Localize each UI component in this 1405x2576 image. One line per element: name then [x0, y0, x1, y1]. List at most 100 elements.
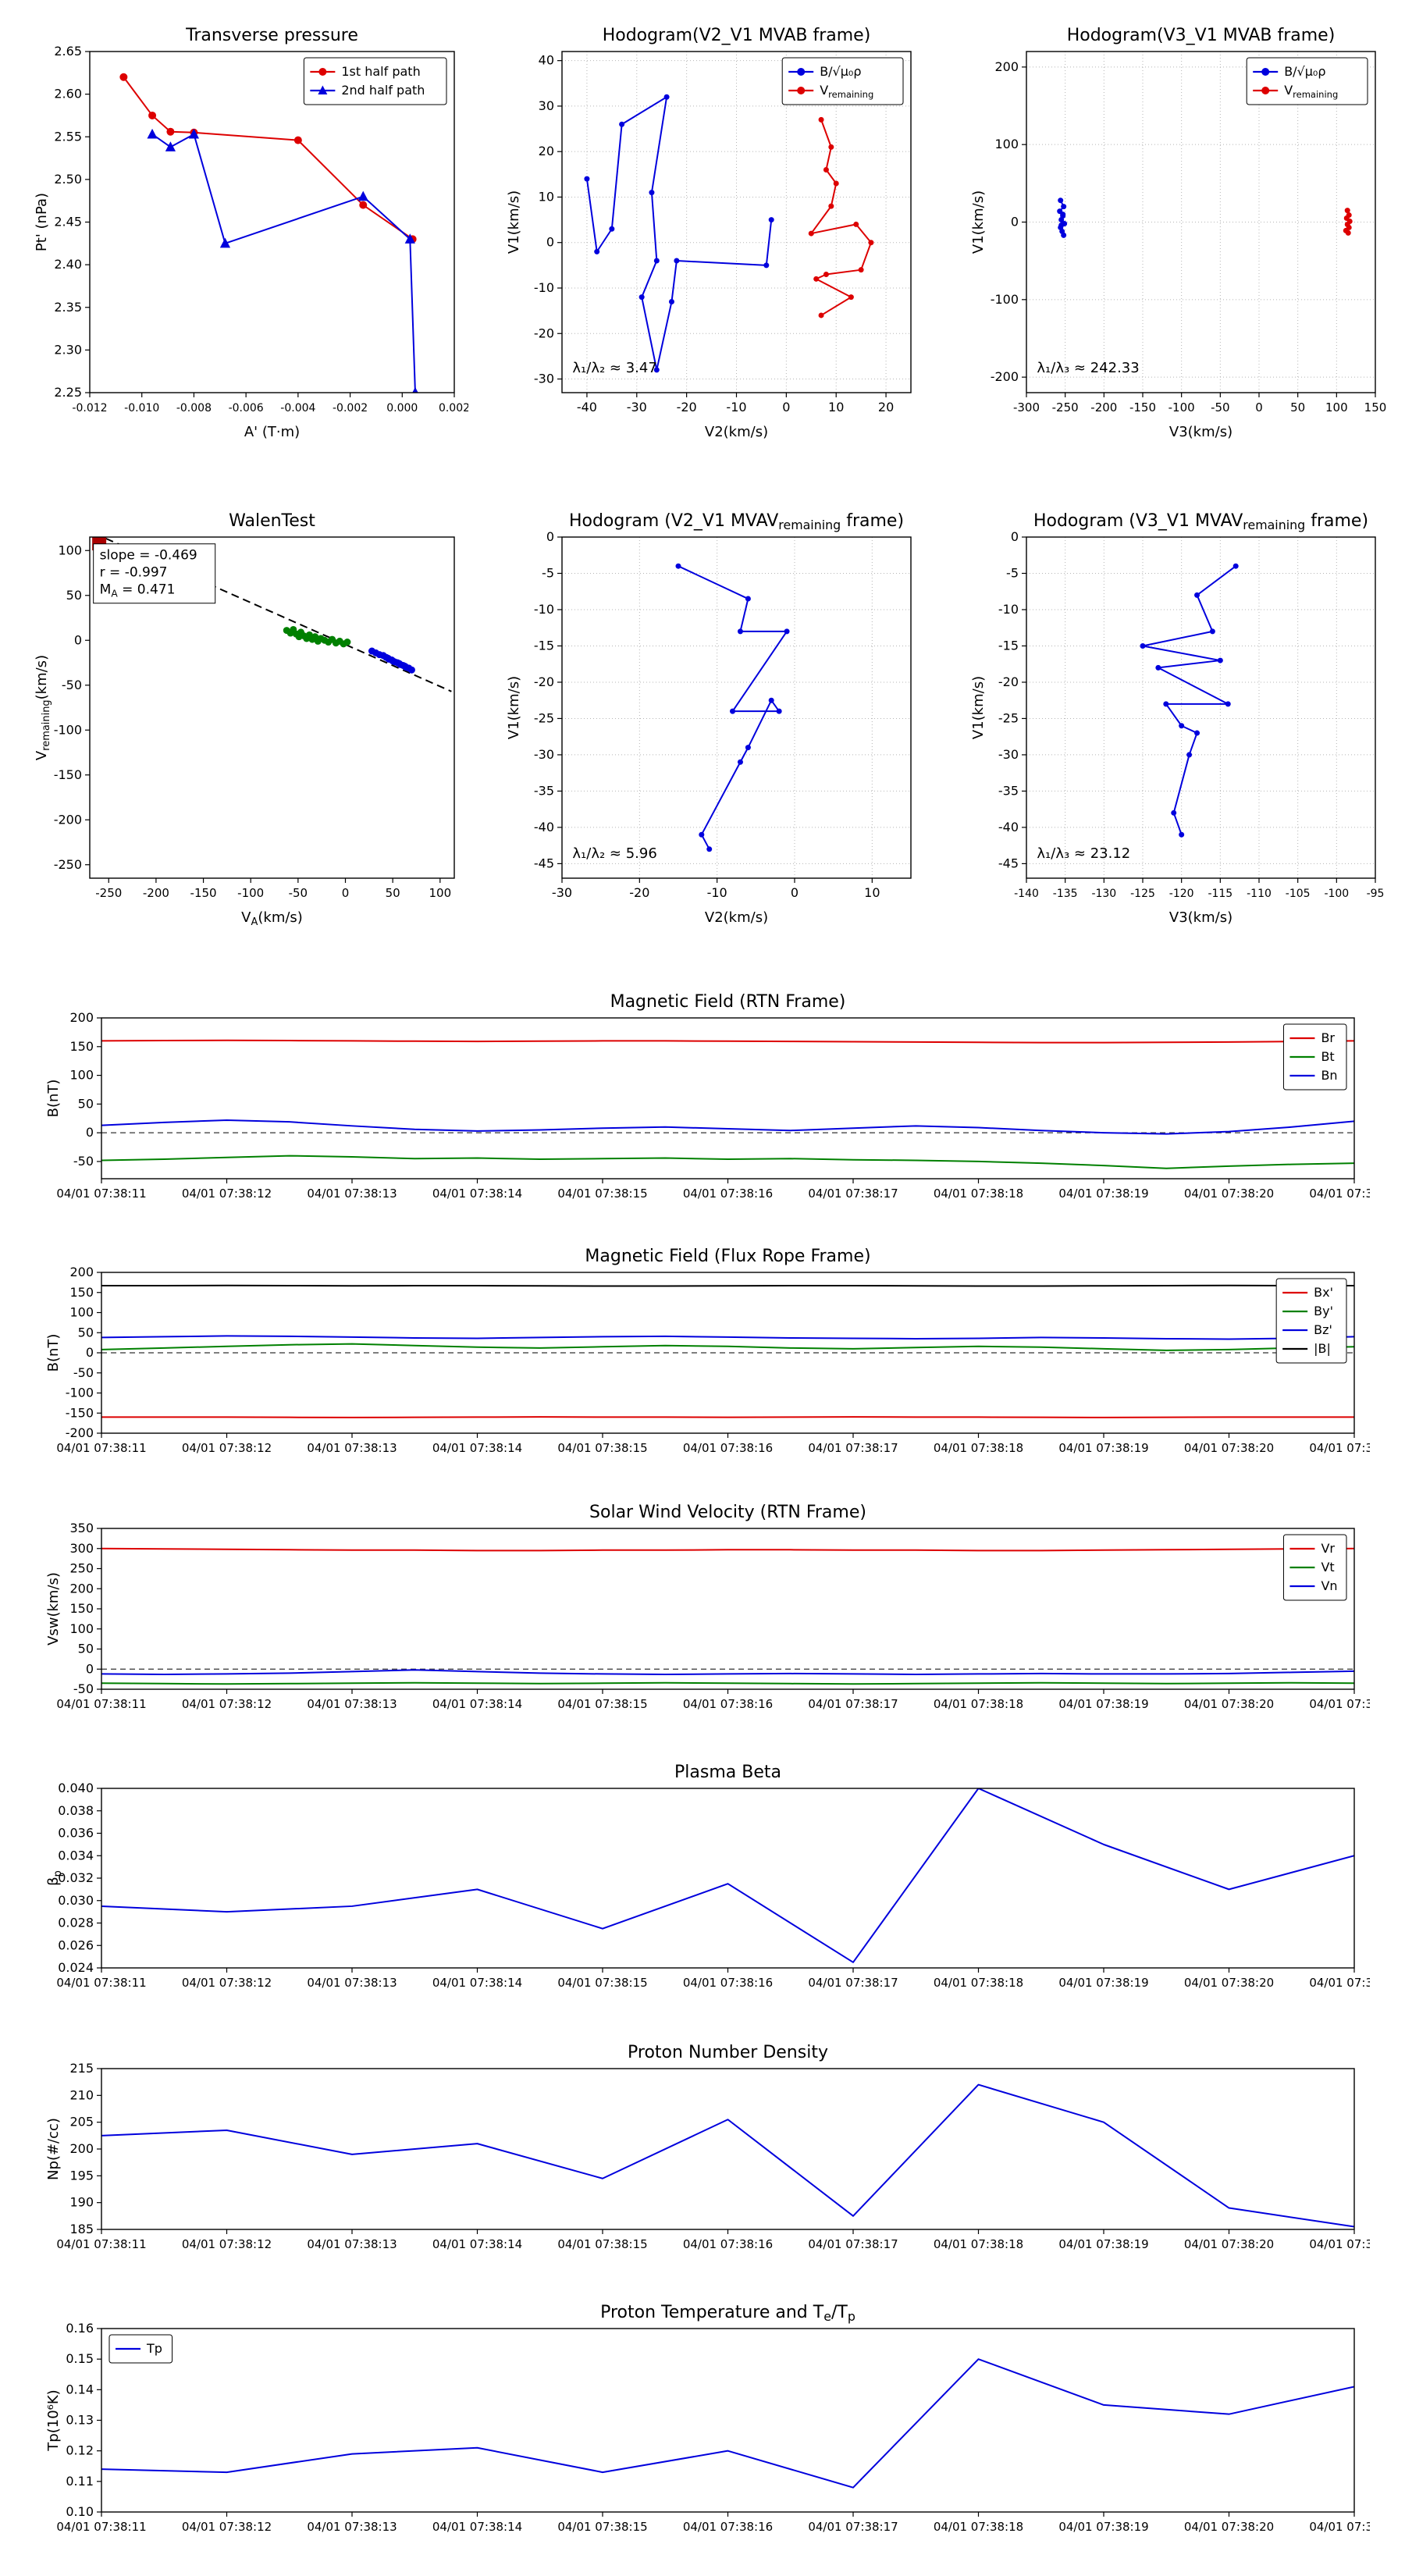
svg-text:-25: -25 — [998, 710, 1019, 725]
svg-text:-250: -250 — [1052, 400, 1079, 415]
svg-text:-250: -250 — [54, 857, 82, 872]
svg-text:210: 210 — [69, 2087, 94, 2102]
svg-text:-5: -5 — [542, 565, 554, 580]
svg-text:B/√μ₀ρ: B/√μ₀ρ — [820, 64, 861, 79]
svg-text:Np(#/cc): Np(#/cc) — [45, 2118, 62, 2180]
panel-hodogram-v2v1-mvab: -40 -30 -20 -10 0 10 20 -30 -20 -10 0 10 20 30 40 Hodog… — [492, 14, 925, 455]
svg-text:100: 100 — [69, 1621, 94, 1636]
svg-text:V1(km/s): V1(km/s) — [970, 190, 987, 254]
svg-text:λ₁/λ₂ ≈ 5.96: λ₁/λ₂ ≈ 5.96 — [572, 845, 656, 862]
svg-text:2.65: 2.65 — [54, 44, 82, 59]
svg-text:04/01 07:38:21: 04/01 07:38:21 — [1309, 1697, 1370, 1711]
svg-text:04/01 07:38:20: 04/01 07:38:20 — [1184, 1976, 1274, 1990]
panel-proton-temperature: 04/01 07:38:11 04/01 07:38:12 04/01 07:38:… — [35, 2293, 1400, 2555]
svg-text:2.60: 2.60 — [54, 87, 82, 101]
svg-text:04/01 07:38:16: 04/01 07:38:16 — [683, 1187, 773, 1201]
svg-text:λ₁/λ₃ ≈ 23.12: λ₁/λ₃ ≈ 23.12 — [1037, 845, 1130, 862]
svg-text:-30: -30 — [552, 885, 572, 900]
svg-text:-10: -10 — [726, 400, 746, 415]
svg-text:-30: -30 — [534, 747, 554, 762]
svg-text:0: 0 — [86, 1345, 94, 1360]
svg-text:Vr: Vr — [1321, 1541, 1335, 1556]
svg-text:04/01 07:38:20: 04/01 07:38:20 — [1184, 2237, 1274, 2251]
svg-text:Hodogram (V2_V1 MVAVremaining: Hodogram (V2_V1 MVAVremaining frame) — [569, 511, 904, 532]
svg-text:100: 100 — [69, 1305, 94, 1320]
svg-text:350: 350 — [69, 1521, 94, 1535]
svg-text:04/01 07:38:15: 04/01 07:38:15 — [557, 1187, 647, 1201]
svg-text:Vsw(km/s): Vsw(km/s) — [45, 1572, 62, 1646]
svg-text:-15: -15 — [998, 638, 1019, 653]
svg-text:-150: -150 — [66, 1405, 94, 1420]
svg-text:0: 0 — [1011, 529, 1019, 544]
svg-text:50: 50 — [78, 1325, 94, 1340]
svg-text:-95: -95 — [1367, 888, 1385, 900]
svg-text:150: 150 — [69, 1039, 94, 1054]
svg-text:0: 0 — [1011, 215, 1019, 229]
hodogram-v2v1-mvav-chart: -30 -20 -10 0 10 0 -5 -10 -15 -20 -25 -30 -35 -40 -45 H… — [506, 511, 912, 926]
svg-text:-30: -30 — [998, 747, 1019, 762]
svg-text:185: 185 — [69, 2222, 94, 2236]
svg-text:04/01 07:38:12: 04/01 07:38:12 — [182, 1187, 272, 1201]
svg-text:04/01 07:38:20: 04/01 07:38:20 — [1184, 1187, 1274, 1201]
svg-text:04/01 07:38:11: 04/01 07:38:11 — [56, 1441, 146, 1455]
svg-text:-25: -25 — [534, 710, 554, 725]
svg-text:0: 0 — [342, 886, 350, 900]
svg-text:-50: -50 — [1211, 400, 1230, 415]
svg-text:1st half path: 1st half path — [341, 64, 420, 79]
svg-text:0: 0 — [782, 400, 790, 415]
svg-text:-0.010: -0.010 — [124, 402, 159, 415]
svg-text:-150: -150 — [54, 767, 82, 782]
svg-text:0: 0 — [546, 529, 554, 544]
svg-text:04/01 07:38:16: 04/01 07:38:16 — [683, 2237, 773, 2251]
svg-text:04/01 07:38:14: 04/01 07:38:14 — [432, 1697, 522, 1711]
proton-density-chart: 04/01 07:38:11 04/01 07:38:12 04/01 07:38:… — [45, 2043, 1400, 2251]
svg-text:-100: -100 — [1324, 888, 1349, 900]
svg-text:A' (T·m): A' (T·m) — [244, 424, 300, 440]
svg-text:-50: -50 — [73, 1681, 94, 1696]
svg-text:04/01 07:38:18: 04/01 07:38:18 — [934, 1976, 1023, 1990]
svg-text:-100: -100 — [66, 1386, 94, 1400]
svg-text:04/01 07:38:17: 04/01 07:38:17 — [808, 1697, 898, 1711]
svg-text:50: 50 — [1290, 400, 1305, 415]
svg-text:-20: -20 — [998, 674, 1019, 689]
svg-text:0.032: 0.032 — [58, 1870, 94, 1885]
svg-text:100: 100 — [1325, 400, 1348, 415]
svg-text:20: 20 — [878, 400, 894, 415]
svg-text:100: 100 — [58, 543, 82, 557]
svg-text:20: 20 — [539, 144, 554, 158]
panel-vsw-rtn: 04/01 07:38:11 04/01 07:38:12 04/01 07:38:… — [35, 1496, 1400, 1730]
svg-text:0.026: 0.026 — [58, 1937, 94, 1952]
svg-text:04/01 07:38:21: 04/01 07:38:21 — [1309, 2520, 1370, 2534]
svg-text:-115: -115 — [1208, 888, 1232, 900]
svg-text:0.028: 0.028 — [58, 1916, 94, 1930]
svg-text:-30: -30 — [627, 400, 647, 415]
svg-text:V3(km/s): V3(km/s) — [1169, 424, 1232, 440]
svg-text:βp: βp — [45, 1870, 64, 1886]
svg-text:04/01 07:38:13: 04/01 07:38:13 — [307, 1187, 397, 1201]
svg-text:04/01 07:38:19: 04/01 07:38:19 — [1058, 1441, 1148, 1455]
svg-text:Bt: Bt — [1321, 1049, 1334, 1064]
svg-text:04/01 07:38:14: 04/01 07:38:14 — [432, 2520, 522, 2534]
svg-text:0.10: 0.10 — [66, 2504, 94, 2519]
svg-text:Tp(10⁶K): Tp(10⁶K) — [45, 2389, 62, 2451]
svg-text:-200: -200 — [1090, 400, 1117, 415]
svg-text:-150: -150 — [1129, 400, 1156, 415]
panel-hodogram-v2v1-mvav: -30 -20 -10 0 10 0 -5 -10 -15 -20 -25 -30 -35 -40 -45 H… — [492, 500, 925, 941]
svg-text:-20: -20 — [534, 326, 554, 340]
svg-text:Vremaining: Vremaining — [820, 83, 873, 100]
svg-text:04/01 07:38:18: 04/01 07:38:18 — [934, 2237, 1023, 2251]
svg-text:-20: -20 — [629, 885, 649, 900]
svg-text:04/01 07:38:13: 04/01 07:38:13 — [307, 2520, 397, 2534]
svg-text:-100: -100 — [1168, 400, 1195, 415]
svg-text:300: 300 — [69, 1541, 94, 1556]
svg-text:04/01 07:38:11: 04/01 07:38:11 — [56, 1187, 146, 1201]
svg-text:-10: -10 — [998, 602, 1019, 617]
svg-text:-150: -150 — [190, 886, 217, 900]
svg-text:λ₁/λ₃ ≈ 242.33: λ₁/λ₃ ≈ 242.33 — [1037, 360, 1139, 376]
svg-text:V1(km/s): V1(km/s) — [506, 190, 522, 254]
svg-text:100: 100 — [429, 886, 451, 900]
svg-text:λ₁/λ₂ ≈ 3.47: λ₁/λ₂ ≈ 3.47 — [572, 360, 656, 376]
svg-text:10: 10 — [864, 885, 880, 900]
panel-proton-density: 04/01 07:38:11 04/01 07:38:12 04/01 07:38:… — [35, 2036, 1400, 2270]
svg-text:04/01 07:38:21: 04/01 07:38:21 — [1309, 1976, 1370, 1990]
